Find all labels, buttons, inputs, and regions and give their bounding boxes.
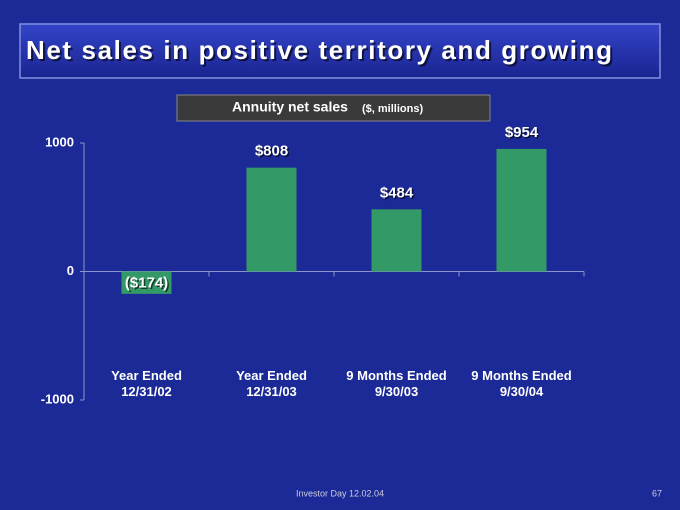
page-number: 67 — [652, 488, 662, 498]
x-tick-label: 9 Months Ended 9/30/03 — [346, 368, 447, 399]
value-label: $954 — [505, 124, 539, 141]
y-tick-label: -1000 — [41, 391, 74, 406]
title: Net sales in positive territory and grow… — [26, 35, 612, 65]
title-shadow: Net sales in positive territory and grow… — [28, 37, 614, 67]
chart-title-box — [176, 94, 491, 122]
bar — [496, 148, 547, 272]
y-tick-label: 1000 — [45, 134, 74, 149]
value-label-shadow: $484 — [381, 186, 415, 203]
value-label-shadow: $954 — [506, 125, 540, 142]
value-label: ($174) — [125, 274, 168, 291]
x-tick-label: Year Ended 12/31/02 — [111, 368, 182, 399]
bar — [121, 271, 172, 294]
title-bar — [19, 23, 661, 79]
footer: Investor Day 12.02.04 — [296, 488, 384, 498]
value-label-shadow: $808 — [256, 144, 289, 161]
x-tick-label: 9 Months Ended 9/30/04 — [471, 368, 572, 399]
y-tick-label: 0 — [67, 263, 74, 278]
value-label: $808 — [255, 143, 288, 160]
bar — [246, 167, 297, 272]
value-label-shadow: ($174) — [126, 276, 169, 293]
bar — [371, 209, 422, 272]
chart-subtitle: ($, millions) — [362, 103, 423, 115]
chart-title: Annuity net sales — [232, 99, 348, 115]
x-tick-label: Year Ended 12/31/03 — [236, 368, 307, 399]
value-label: $484 — [380, 184, 414, 201]
